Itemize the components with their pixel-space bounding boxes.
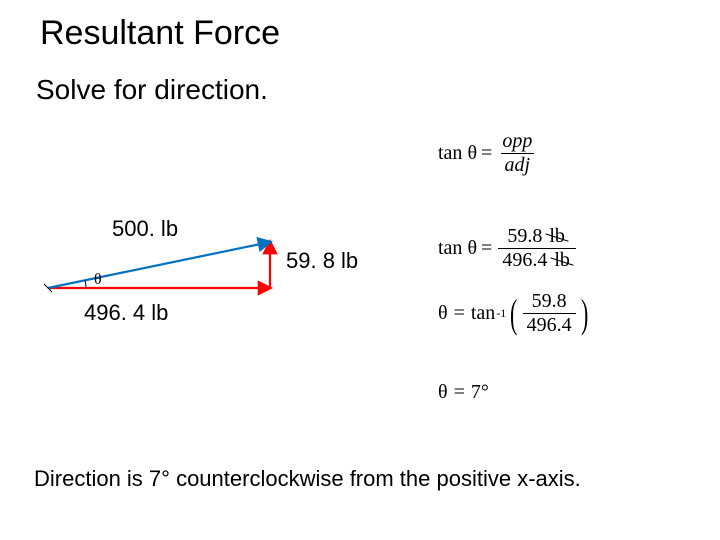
equals-text-3: = (454, 302, 465, 325)
hypotenuse-vector (48, 242, 270, 288)
fraction-values: 59.8 lb 496.4 lb (498, 225, 576, 272)
frac-den-2: 496.4 lb (498, 248, 576, 272)
tan-text-2: tan (438, 237, 462, 260)
theta-text-4: θ (438, 381, 448, 404)
frac-den-3: 496.4 (523, 313, 576, 337)
theta-text-3: θ (438, 302, 448, 325)
tan-text: tan (438, 142, 462, 165)
page-title: Resultant Force (40, 14, 280, 53)
frac-num: opp (498, 130, 536, 153)
unit-cancel-top: lb (547, 225, 567, 248)
result-value: 7° (471, 381, 489, 404)
slide: Resultant Force Solve for direction. θ (0, 0, 720, 540)
equals-text-4: = (454, 381, 465, 404)
hypotenuse-label: 500. lb (112, 216, 178, 242)
adjacent-label: 496. 4 lb (84, 300, 168, 326)
eq-substituted: tan θ = 59.8 lb 496.4 lb (438, 225, 698, 272)
left-paren: ( (510, 294, 517, 334)
conclusion-text: Direction is 7° counterclockwise from th… (34, 466, 581, 492)
opposite-label: 59. 8 lb (286, 248, 358, 274)
right-paren: ) (581, 294, 588, 334)
page-subtitle: Solve for direction. (36, 74, 268, 106)
equals-text: = (481, 142, 492, 165)
theta-text: θ (467, 142, 477, 165)
eq-definition: tan θ = opp adj (438, 130, 698, 177)
eq-inverse: θ = tan-1 ( 59.8 496.4 ) (438, 290, 698, 337)
tan-inv: tan (471, 302, 495, 325)
tan-inv-sup: -1 (496, 307, 506, 321)
frac-num-2: 59.8 lb (503, 225, 571, 248)
den-val: 496.4 (502, 249, 547, 271)
vector-diagram: θ 500. lb 59. 8 lb 496. 4 lb (30, 160, 390, 360)
fraction-opp-adj: opp adj (498, 130, 536, 177)
frac-den: adj (501, 153, 535, 177)
theta-label: θ (94, 271, 102, 288)
frac-num-3: 59.8 (528, 290, 571, 313)
paren-group: ( 59.8 496.4 ) (507, 290, 591, 337)
fraction-values-2: 59.8 496.4 (523, 290, 576, 337)
eq-result: θ = 7° (438, 381, 698, 404)
num-val: 59.8 (507, 225, 542, 247)
unit-cancel-bottom: lb (552, 249, 572, 272)
equations-block: tan θ = opp adj tan θ = 59.8 lb 496.4 lb (438, 130, 698, 422)
theta-text-2: θ (467, 237, 477, 260)
equals-text-2: = (481, 237, 492, 260)
